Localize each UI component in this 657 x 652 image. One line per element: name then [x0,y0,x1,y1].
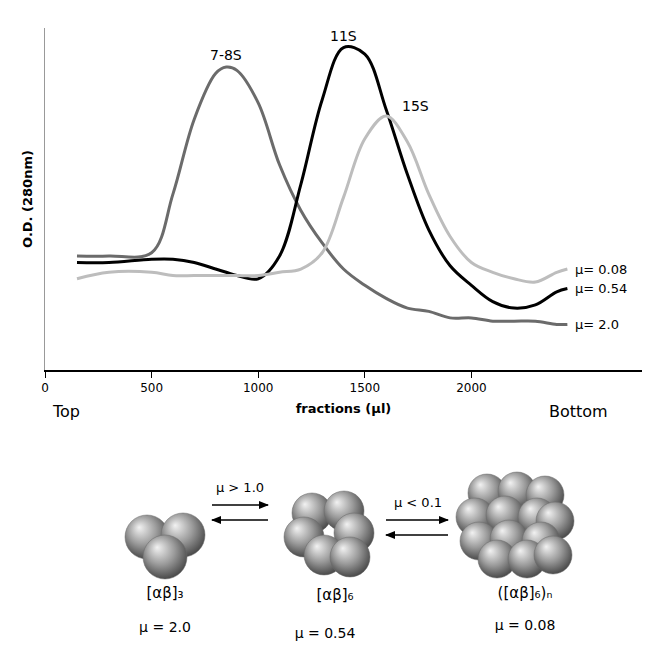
svg-text:([αβ]₆)ₙ: ([αβ]₆)ₙ [498,584,553,602]
svg-text:500: 500 [140,381,163,395]
svg-text:0: 0 [41,381,49,395]
svg-text:15S: 15S [402,98,429,114]
svg-text:Top: Top [52,402,80,421]
svg-text:[αβ]₃: [αβ]₃ [146,584,183,602]
svg-text:Bottom: Bottom [549,402,608,421]
svg-text:μ= 2.0: μ= 2.0 [575,317,619,332]
svg-text:μ= 0.08: μ= 0.08 [575,262,627,277]
svg-text:μ = 0.54: μ = 0.54 [295,625,356,641]
svg-text:O.D. (280nm): O.D. (280nm) [20,150,35,248]
svg-text:μ > 1.0: μ > 1.0 [216,480,264,495]
svg-text:μ = 2.0: μ = 2.0 [139,619,191,635]
svg-text:2000: 2000 [456,381,487,395]
svg-text:1500: 1500 [350,381,381,395]
svg-text:fractions (μl): fractions (μl) [296,401,392,416]
svg-text:μ < 0.1: μ < 0.1 [394,495,442,510]
svg-text:[αβ]₆: [αβ]₆ [316,586,353,604]
svg-text:μ = 0.08: μ = 0.08 [495,617,556,633]
svg-text:μ= 0.54: μ= 0.54 [575,281,627,296]
svg-text:7-8S: 7-8S [210,47,242,63]
svg-text:1000: 1000 [243,381,274,395]
svg-text:11S: 11S [330,28,357,44]
